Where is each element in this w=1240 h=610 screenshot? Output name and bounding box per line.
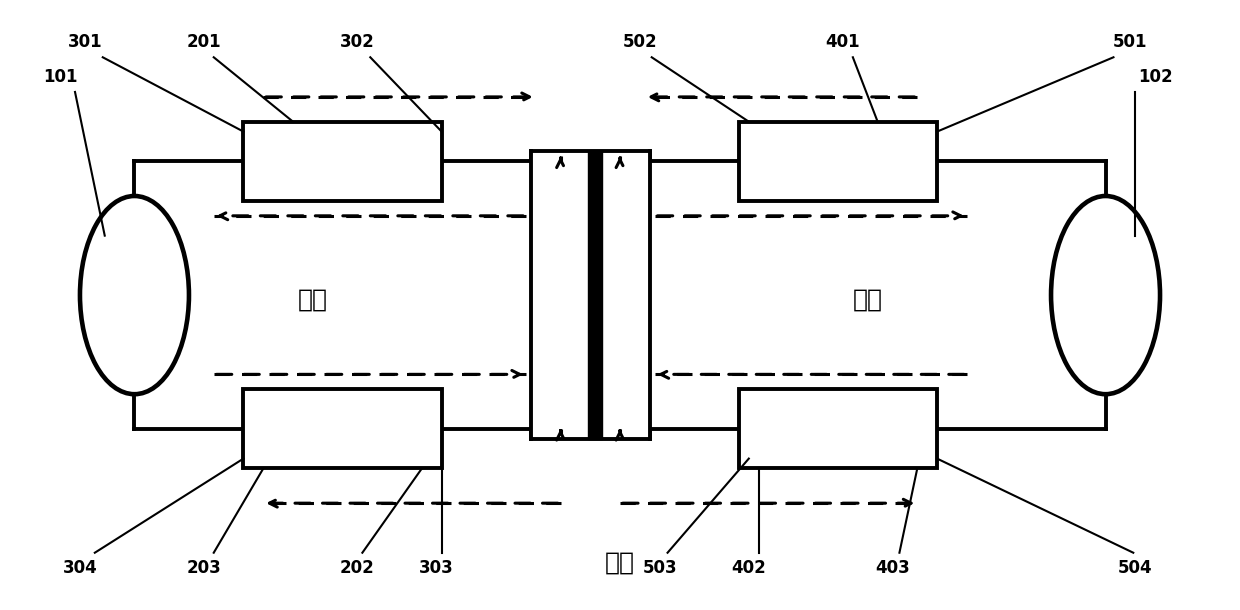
Text: 302: 302 (340, 34, 374, 51)
Text: 301: 301 (68, 34, 102, 51)
Bar (243, 121, 441, 201)
Text: 放电: 放电 (853, 288, 883, 312)
Text: 503: 503 (642, 559, 677, 576)
Bar (739, 389, 937, 468)
Text: 203: 203 (186, 559, 221, 576)
Text: 202: 202 (340, 559, 374, 576)
Text: 504: 504 (1118, 559, 1152, 576)
Text: 充电: 充电 (605, 551, 635, 575)
Text: 201: 201 (186, 34, 221, 51)
Text: 403: 403 (875, 559, 910, 576)
Text: 放电: 放电 (298, 288, 327, 312)
Text: 101: 101 (43, 68, 77, 86)
Text: 501: 501 (1114, 34, 1147, 51)
Text: 502: 502 (622, 34, 657, 51)
Bar (739, 121, 937, 201)
Bar (531, 151, 650, 439)
Text: 102: 102 (1138, 68, 1172, 86)
Ellipse shape (1052, 196, 1161, 394)
Text: 402: 402 (732, 559, 766, 576)
Text: 401: 401 (826, 34, 861, 51)
Text: 303: 303 (419, 559, 454, 576)
Bar (243, 389, 441, 468)
Ellipse shape (79, 196, 188, 394)
Text: 304: 304 (62, 559, 97, 576)
